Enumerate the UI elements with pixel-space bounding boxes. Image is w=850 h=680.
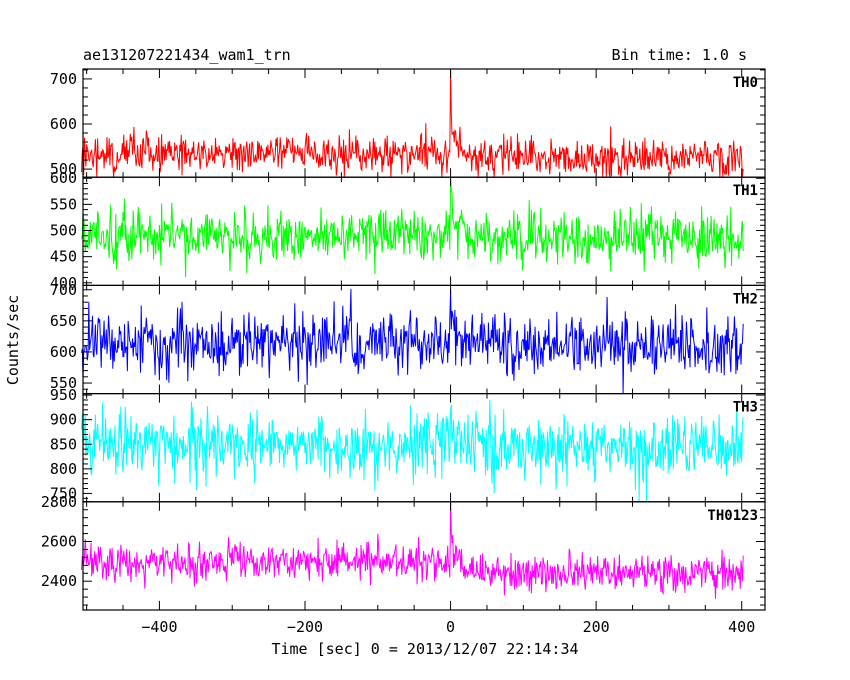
y-tick-label-th1: 450: [50, 248, 77, 266]
y-tick-label-th3: 850: [50, 435, 77, 453]
y-tick-label-th3: 900: [50, 411, 77, 429]
x-tick-label: −400: [141, 618, 177, 636]
panel-th2: 550 600 650 700 TH2: [50, 281, 766, 395]
x-tick-label: 200: [583, 618, 610, 636]
y-tick-label-th0: 500: [50, 160, 77, 178]
y-tick-label-th1: 400: [50, 274, 77, 292]
bin-time-label: Bin time: 1.0 s: [612, 46, 747, 64]
observation-name: ae131207221434_wam1_trn: [83, 46, 291, 64]
panel-frame: [82, 501, 766, 611]
y-axis-title: Counts/sec: [4, 295, 22, 385]
panel-label-th0123: TH0123: [707, 508, 758, 524]
panel-th1: 400 450 500 550 600 TH1: [50, 169, 766, 292]
x-tick-label: −200: [287, 618, 323, 636]
series-line-th2: [81, 288, 744, 394]
y-tick-label-th2: 600: [50, 343, 77, 361]
y-tick-label-th3: 750: [50, 484, 77, 502]
y-tick-label-th0123: 2400: [41, 572, 77, 590]
x-axis-title: Time [sec] 0 = 2013/12/07 22:14:34: [271, 640, 578, 658]
series-line-th3: [81, 399, 744, 502]
y-tick-label-th3: 950: [50, 386, 77, 404]
panel-th0123: 2400 2600 2800 TH0123: [41, 493, 766, 611]
x-tick-label: 400: [728, 618, 755, 636]
panel-label-th3: TH3: [733, 400, 758, 416]
series-line-th0: [81, 68, 744, 178]
y-tick-label-th2: 550: [50, 374, 77, 392]
panel-th0: 500 600 700 TH0: [50, 68, 766, 178]
y-tick-label-th0123: 2600: [41, 533, 77, 551]
y-tick-label-th0: 600: [50, 115, 77, 133]
y-tick-label-th1: 600: [50, 169, 77, 187]
y-tick-label-th1: 550: [50, 195, 77, 213]
y-tick-label-th0: 700: [50, 70, 77, 88]
y-tick-label-th3: 800: [50, 460, 77, 478]
x-tick-label: 0: [446, 618, 455, 636]
series-line-th1: [81, 178, 744, 278]
y-tick-label-th2: 650: [50, 312, 77, 330]
y-tick-label-th2: 700: [50, 281, 77, 299]
panel-label-th2: TH2: [733, 291, 758, 307]
y-tick-label-th0123: 2800: [41, 493, 77, 511]
panel-th3: 750 800 850 900 950 TH3: [50, 386, 766, 502]
panel-label-th0: TH0: [733, 75, 758, 91]
panel-label-th1: TH1: [733, 183, 758, 199]
series-line-th0123: [81, 501, 744, 599]
y-tick-label-th1: 500: [50, 222, 77, 240]
